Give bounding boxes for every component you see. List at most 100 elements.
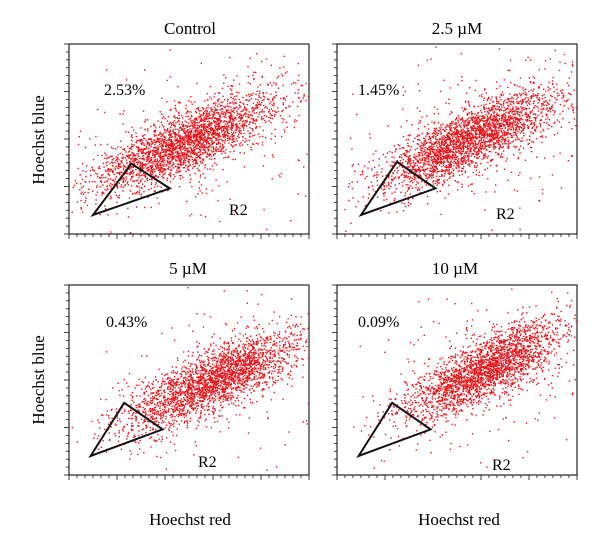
data-point xyxy=(486,132,488,134)
data-point xyxy=(547,127,549,130)
data-point xyxy=(223,74,225,76)
data-point xyxy=(537,102,539,104)
data-point xyxy=(177,170,179,173)
data-point xyxy=(480,138,482,140)
data-point xyxy=(219,126,221,129)
data-point xyxy=(510,103,512,106)
data-point xyxy=(468,120,470,122)
data-point xyxy=(154,154,156,156)
data-point xyxy=(470,151,472,153)
data-point xyxy=(204,152,206,154)
data-point xyxy=(159,158,162,161)
data-point xyxy=(395,188,397,190)
data-point xyxy=(203,140,206,142)
data-point xyxy=(448,124,451,127)
data-point xyxy=(159,173,161,176)
data-point xyxy=(102,184,104,186)
data-point xyxy=(142,163,145,166)
data-point xyxy=(443,181,446,184)
data-point xyxy=(207,141,210,143)
data-point xyxy=(182,154,184,156)
data-point xyxy=(120,184,123,186)
data-point xyxy=(491,118,493,121)
data-point xyxy=(435,150,438,152)
data-point xyxy=(259,126,261,128)
data-point xyxy=(198,140,200,142)
data-point xyxy=(192,150,194,152)
data-point xyxy=(243,123,246,126)
data-point xyxy=(135,132,137,134)
data-point xyxy=(429,163,431,166)
data-point xyxy=(153,160,155,163)
data-point xyxy=(252,129,254,132)
data-point xyxy=(176,116,178,119)
data-point xyxy=(196,163,199,165)
data-point xyxy=(158,156,161,158)
data-point xyxy=(197,131,200,133)
data-point xyxy=(391,178,393,180)
data-point xyxy=(455,166,457,169)
data-point xyxy=(505,138,507,140)
data-point xyxy=(490,114,492,116)
data-point xyxy=(147,130,149,132)
data-point xyxy=(380,187,383,189)
data-point xyxy=(236,140,239,142)
data-point xyxy=(89,169,92,172)
data-point xyxy=(512,108,514,111)
data-point xyxy=(294,92,296,94)
data-point xyxy=(240,142,242,144)
data-point xyxy=(463,165,465,168)
data-point xyxy=(209,145,211,148)
data-point xyxy=(97,167,100,169)
data-point xyxy=(151,179,153,181)
data-point xyxy=(478,115,480,117)
data-point xyxy=(533,106,535,108)
data-point xyxy=(522,124,524,126)
data-point xyxy=(265,137,267,139)
data-point xyxy=(193,137,196,139)
data-point xyxy=(470,128,473,130)
data-point xyxy=(154,130,157,132)
data-point xyxy=(178,111,180,113)
data-point xyxy=(155,165,157,167)
data-point xyxy=(248,100,250,102)
data-point xyxy=(155,153,158,155)
data-point xyxy=(472,121,474,124)
data-point xyxy=(166,179,168,181)
data-point xyxy=(267,98,269,100)
data-point xyxy=(169,174,172,176)
data-point xyxy=(185,164,187,167)
data-point xyxy=(137,150,139,152)
data-point xyxy=(498,148,500,150)
data-point xyxy=(535,94,537,96)
data-point xyxy=(183,156,185,159)
data-point xyxy=(543,130,545,132)
data-point xyxy=(238,91,240,94)
data-point xyxy=(456,156,458,158)
data-point xyxy=(473,136,475,138)
data-point xyxy=(423,142,425,144)
data-point xyxy=(245,99,247,101)
data-point xyxy=(202,133,204,135)
data-point xyxy=(449,163,452,165)
data-point xyxy=(491,109,494,111)
data-point xyxy=(516,136,518,138)
data-point xyxy=(216,125,219,127)
data-point xyxy=(440,144,442,147)
data-point xyxy=(129,190,132,192)
data-point xyxy=(453,147,455,150)
data-point xyxy=(212,146,215,148)
data-point xyxy=(460,154,462,156)
data-point xyxy=(461,157,464,159)
data-point xyxy=(526,139,528,141)
data-point xyxy=(168,153,171,156)
data-point xyxy=(138,191,140,193)
data-point xyxy=(435,145,438,147)
data-point xyxy=(502,104,505,106)
data-point xyxy=(184,149,186,152)
data-point xyxy=(87,191,89,194)
data-point xyxy=(409,163,411,165)
data-point xyxy=(208,152,211,155)
data-point xyxy=(426,149,428,151)
data-point xyxy=(254,107,257,109)
